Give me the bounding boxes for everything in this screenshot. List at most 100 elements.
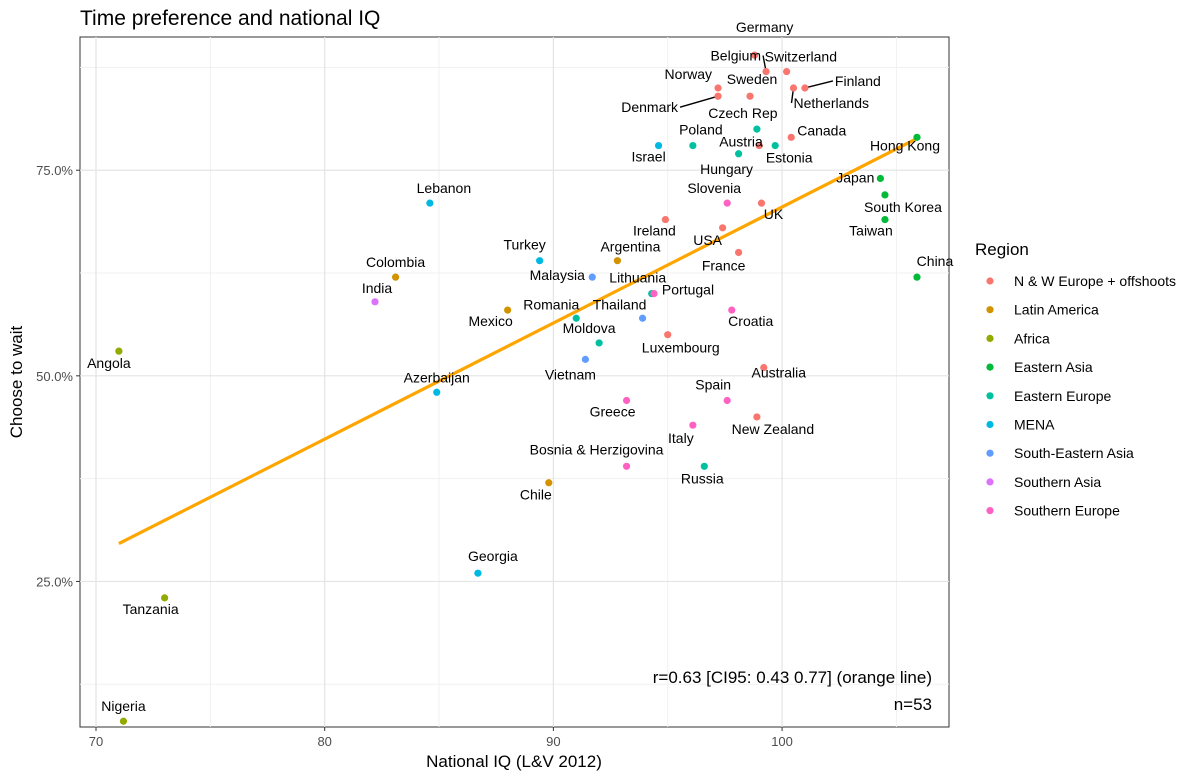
label-lebanon: Lebanon [417,180,472,196]
point-nigeria [119,717,128,725]
label-belgium: Belgium [710,48,761,64]
point-lebanon [426,199,434,207]
label-greece: Greece [590,404,636,420]
label-argentina: Argentina [600,239,660,255]
label-estonia: Estonia [766,150,813,166]
point-tanzania [161,594,169,602]
sample-size-annotation: n=53 [894,695,932,714]
label-uk: UK [764,206,784,222]
data-points [115,51,921,725]
point-netherlands [789,84,798,92]
label-czech-rep: Czech Rep [708,105,777,121]
point-new-zealand [753,413,761,421]
point-luxembourg [664,331,672,339]
label-italy: Italy [668,430,694,446]
label-romania: Romania [523,296,579,312]
legend-label: N & W Europe + offshoots [1014,273,1176,289]
point-croatia [728,306,736,314]
legend-label: Africa [1014,330,1050,346]
point-norway [714,84,722,92]
label-moldova: Moldova [563,320,616,336]
label-colombia: Colombia [366,254,425,270]
legend: Region N & W Europe + offshoots Latin Ame… [975,240,1176,519]
point-mexico [504,306,512,314]
legend-title: Region [975,240,1029,259]
label-tanzania: Tanzania [123,601,179,617]
point-romania [572,314,580,322]
label-luxembourg: Luxembourg [642,340,720,356]
point-china [913,273,921,281]
label-thailand: Thailand [593,296,647,312]
label-portugal: Portugal [662,282,714,298]
legend-label: Latin America [1014,302,1099,318]
point-estonia [771,141,779,150]
label-australia: Australia [752,365,807,381]
label-chile: Chile [520,487,552,503]
point-ireland [661,215,670,224]
label-germany: Germany [736,19,794,35]
label-poland: Poland [679,122,723,138]
label-japan: Japan [836,169,874,185]
label-usa: USA [693,232,722,248]
label-taiwan: Taiwan [849,223,893,239]
leader-line [679,95,719,108]
label-lithuania: Lithuania [609,270,666,286]
x-axis-ticks: 70 80 90 100 [89,727,793,749]
point-slovenia [723,199,731,207]
label-croatia: Croatia [728,313,773,329]
label-finland: Finland [835,73,881,89]
label-new-zealand: New Zealand [732,421,815,437]
point-portugal [650,289,658,298]
label-turkey: Turkey [504,237,546,253]
point-turkey [536,257,544,265]
y-tick-label: 50.0% [36,369,73,384]
fit-line-layer [118,135,920,546]
label-denmark: Denmark [621,99,679,115]
label-china: China [917,253,954,269]
label-switzerland: Switzerland [765,49,837,65]
point-sweden [746,92,754,100]
point-greece [622,396,631,405]
point-colombia [391,273,400,281]
legend-label: Southern Asia [1014,474,1101,490]
y-axis-title: Choose to wait [7,325,26,438]
point-canada [787,133,795,141]
point-usa [719,224,727,232]
point-switzerland [783,67,791,76]
point-angola [115,347,123,355]
x-tick-label: 70 [89,734,103,749]
label-france: France [702,257,746,273]
label-norway: Norway [665,66,712,82]
point-georgia [474,569,482,577]
legend-label: Eastern Asia [1014,359,1093,375]
y-axis-ticks: 25.0% 50.0% 75.0% [36,163,80,589]
legend-key [986,277,994,285]
point-vietnam [581,355,589,363]
legend-label: South-Eastern Asia [1014,445,1134,461]
label-angola: Angola [87,355,131,371]
label-malaysia: Malaysia [530,267,585,283]
correlation-annotation: r=0.63 [CI95: 0.43 0.77] (orange line) [653,668,932,687]
point-finland [801,84,809,92]
label-hungary: Hungary [700,161,753,177]
chart-title: Time preference and national IQ [80,7,380,30]
x-axis-title: National IQ (L&V 2012) [426,752,602,771]
label-israel: Israel [631,149,665,165]
label-nigeria: Nigeria [101,698,146,714]
point-france [735,248,743,257]
x-tick-label: 90 [546,734,560,749]
y-tick-label: 25.0% [36,574,73,589]
label-austria: Austria [719,134,763,150]
x-tick-label: 80 [317,734,331,749]
point-denmark [714,92,722,100]
point-azerbaijan [433,388,441,396]
legend-label: Southern Europe [1014,503,1120,519]
point-italy [689,421,697,429]
point-malaysia [588,273,596,281]
legend-key [986,478,994,486]
point-germany [751,51,759,59]
gridlines [80,37,949,727]
point-russia [700,462,708,470]
point-poland [689,141,697,150]
